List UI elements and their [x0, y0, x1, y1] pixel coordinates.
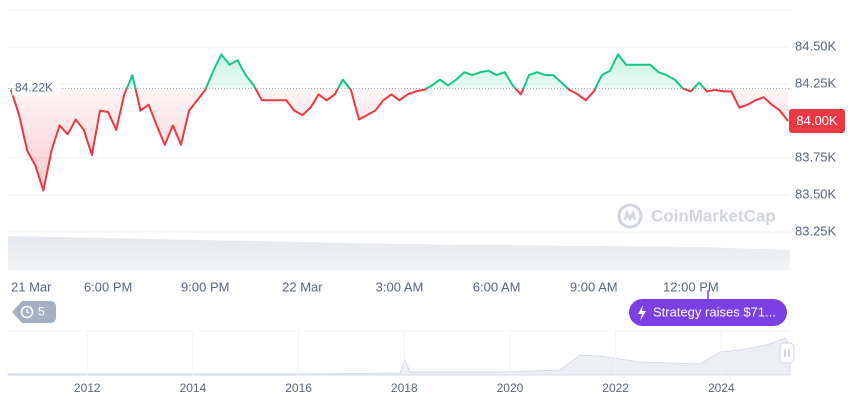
- x-tick-label: 12:00 PM: [663, 279, 719, 294]
- x-tick-label: 6:00 PM: [84, 279, 132, 294]
- area-above: [11, 54, 788, 89]
- navigator: [7, 330, 795, 376]
- navigator-year: 2014: [180, 381, 207, 395]
- y-tick-label: 84.50K: [795, 38, 837, 53]
- navigator-area: [7, 337, 791, 376]
- x-tick-label: 9:00 AM: [570, 279, 618, 294]
- y-tick-label: 84.25K: [795, 75, 837, 90]
- x-tick-label: 21 Mar: [11, 279, 52, 294]
- navigator-year: 2020: [497, 381, 524, 395]
- reference-label-bg: [12, 79, 60, 96]
- last-price-label: 84.00K: [796, 113, 838, 128]
- area-below: [11, 88, 788, 191]
- x-tick-label: 6:00 AM: [473, 279, 521, 294]
- x-tick-label: 9:00 PM: [181, 279, 229, 294]
- navigator-year: 2016: [285, 381, 312, 395]
- navigator-year: 2024: [708, 381, 735, 395]
- y-tick-label: 83.50K: [795, 186, 837, 201]
- last-price-box: [789, 109, 845, 133]
- news-tag[interactable]: Strategy raises $71...: [629, 290, 787, 326]
- price-line-up: [125, 53, 706, 89]
- watermark-logo: [617, 203, 643, 229]
- navigator-year: 2012: [74, 381, 101, 395]
- reference-label: 84.22K: [15, 81, 53, 95]
- events-count: 5: [38, 305, 45, 319]
- watermark: CoinMarketCap: [651, 206, 776, 225]
- plot-frame: [8, 9, 790, 271]
- volume-area: [8, 236, 790, 270]
- navigator-year: 2018: [391, 381, 418, 395]
- y-tick-label: 83.25K: [795, 223, 837, 238]
- x-tick-label: 3:00 AM: [376, 279, 424, 294]
- news-text: Strategy raises $71...: [653, 304, 776, 319]
- navigator-handle[interactable]: [779, 342, 795, 364]
- navigator-year: 2022: [602, 381, 629, 395]
- price-line-down: [10, 88, 789, 192]
- x-tick-label: 22 Mar: [282, 279, 323, 294]
- events-badge[interactable]: 5: [12, 301, 56, 323]
- y-tick-label: 83.75K: [795, 149, 837, 164]
